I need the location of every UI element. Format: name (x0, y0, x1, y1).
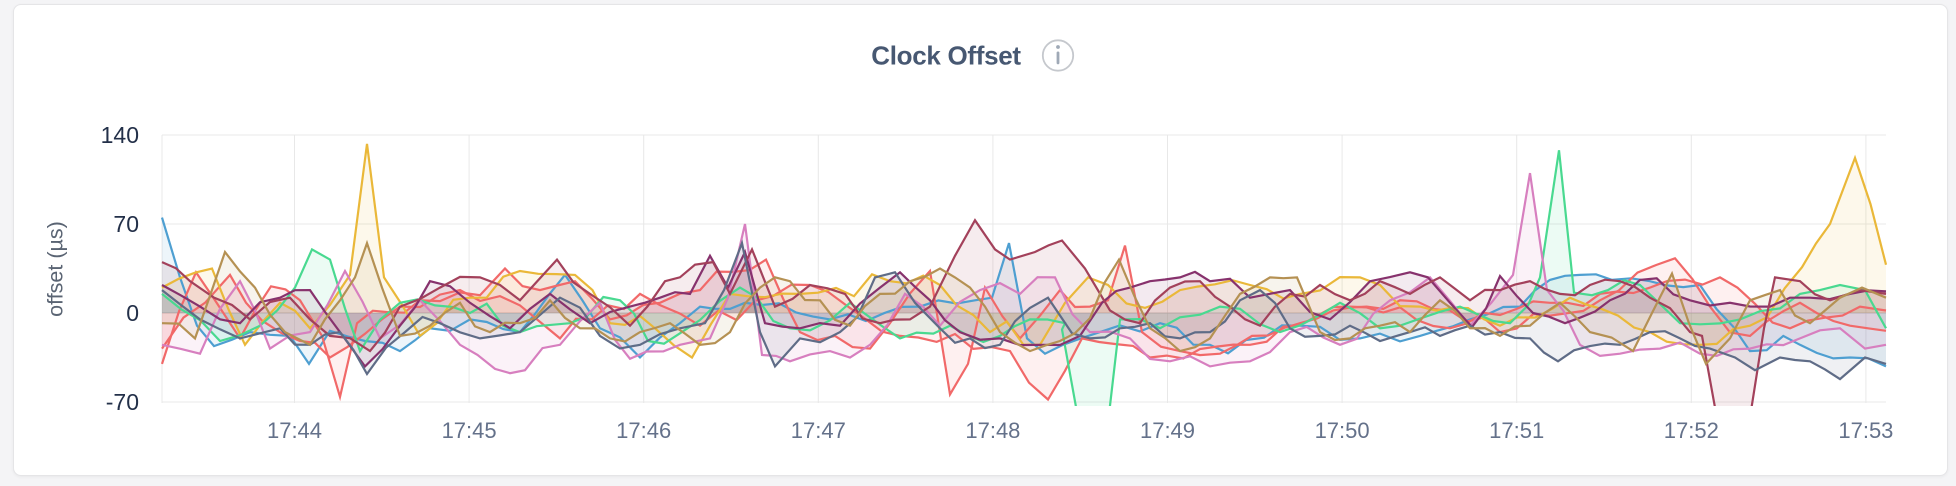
svg-text:17:51: 17:51 (1489, 418, 1544, 443)
svg-text:-70: -70 (106, 389, 139, 415)
svg-text:17:52: 17:52 (1664, 418, 1719, 443)
svg-text:17:44: 17:44 (267, 418, 322, 443)
svg-text:140: 140 (101, 122, 139, 148)
svg-text:17:47: 17:47 (791, 418, 846, 443)
svg-text:offset (µs): offset (µs) (44, 221, 68, 317)
svg-text:17:45: 17:45 (442, 418, 497, 443)
svg-text:17:53: 17:53 (1838, 418, 1893, 443)
svg-text:70: 70 (113, 211, 139, 237)
svg-text:17:50: 17:50 (1315, 418, 1370, 443)
svg-text:17:49: 17:49 (1140, 418, 1195, 443)
svg-text:0: 0 (126, 300, 139, 326)
svg-text:17:46: 17:46 (616, 418, 671, 443)
svg-text:17:48: 17:48 (965, 418, 1020, 443)
svg-text:Clock Offset: Clock Offset (871, 41, 1021, 71)
